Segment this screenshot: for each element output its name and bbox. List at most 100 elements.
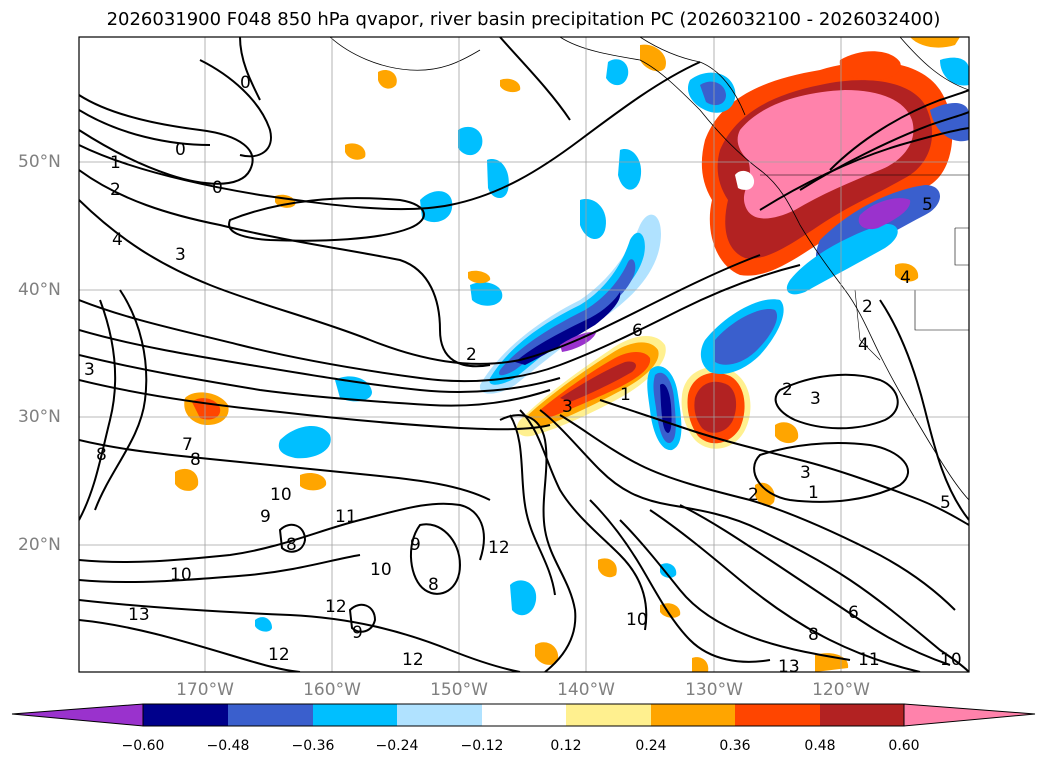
contour-line [348, 603, 377, 633]
contour-label: 1 [110, 153, 121, 173]
contour-label: 10 [370, 560, 392, 580]
shade-patch [580, 199, 606, 240]
contour-label: 12 [402, 650, 424, 670]
contour-label: 2 [782, 380, 793, 400]
colorbar-tick-label: −0.24 [375, 738, 419, 754]
shade-patch [640, 44, 666, 72]
contour-label: 3 [810, 389, 821, 409]
contour-label: 4 [858, 335, 869, 355]
contour-label: 10 [626, 610, 648, 630]
contour-line [239, 37, 261, 101]
map-frame [78, 36, 970, 673]
colorbar-segment [228, 704, 313, 726]
coastline [329, 37, 969, 501]
contour-label: 12 [268, 645, 290, 665]
colorbar-extend-min [11, 703, 144, 727]
contour-line [199, 59, 272, 158]
shade-patch [694, 381, 737, 433]
contour-line [509, 414, 556, 596]
contour-line [499, 414, 577, 672]
colorbar-segment [397, 704, 482, 726]
contour-line [79, 379, 551, 431]
contour-label: 12 [488, 538, 510, 558]
contour-line [278, 523, 307, 553]
contour-label: 10 [940, 650, 962, 670]
shade-patch [278, 425, 331, 459]
shade-patch [786, 224, 898, 295]
contour-label: 6 [848, 603, 859, 623]
shade-patch [735, 170, 755, 190]
contour-label: 11 [858, 650, 880, 670]
contour-line [519, 409, 648, 631]
shade-patch [858, 198, 911, 230]
contour-label: 8 [286, 535, 297, 555]
colorbar-tick-label: 0.36 [719, 738, 751, 754]
shade-patch [458, 126, 483, 156]
contour-line [228, 197, 425, 242]
shade-patch [839, 51, 901, 81]
contour-line [79, 619, 301, 672]
borders [760, 174, 969, 361]
colorbar-tick-label: 0.12 [550, 738, 582, 754]
shade-patch [930, 103, 969, 142]
contour-line [79, 354, 551, 407]
shade-patch [300, 473, 327, 491]
contour-label: 3 [175, 245, 186, 265]
colorbar-extend-max [903, 703, 1036, 727]
shade-patch [560, 332, 596, 352]
contour-line [79, 439, 491, 501]
contour-line [829, 89, 969, 171]
contour-label: 3 [84, 360, 95, 380]
colorbar-outline [142, 703, 905, 727]
shade-patch [755, 482, 775, 506]
shade-patch [618, 149, 642, 190]
colorbar-tick-label: 0.48 [804, 738, 836, 754]
contour-label: 8 [96, 445, 107, 465]
contour-label: 6 [632, 321, 643, 341]
contour-line [559, 414, 956, 611]
contour-label: 10 [270, 485, 292, 505]
contour-line [679, 504, 951, 666]
colorbar-tick-label: 0.60 [888, 738, 920, 754]
border-line [954, 227, 969, 266]
contour-label: 10 [170, 565, 192, 585]
contour-line [753, 442, 910, 503]
contour-line [94, 289, 148, 511]
contour-label: 9 [260, 507, 271, 527]
colorbar-segment [143, 704, 228, 726]
contour-line [619, 519, 851, 661]
shade-patch [510, 580, 537, 616]
shade-patch [660, 563, 677, 578]
lat-label: 30°N [18, 407, 61, 427]
contour-line [499, 37, 571, 121]
contour-label: 13 [778, 657, 800, 677]
contour-label: 0 [240, 73, 251, 93]
contour-label: 8 [190, 450, 201, 470]
contour-label: 8 [428, 575, 439, 595]
contour-label: 4 [112, 230, 123, 250]
colorbar-segment [482, 704, 566, 726]
lon-label: 160°W [303, 680, 361, 700]
colorbar-segment [820, 704, 904, 726]
contour-label: 9 [352, 623, 363, 643]
colorbar-segment [566, 704, 651, 726]
shade-patch [598, 558, 617, 578]
colorbar-segment [651, 704, 735, 726]
qvapor-contours [79, 37, 969, 672]
coastline [639, 37, 746, 116]
contour-label: 1 [620, 385, 631, 405]
contour-line [79, 554, 361, 584]
contour-line [79, 264, 801, 383]
colorbar [11, 703, 1036, 727]
contour-label: 4 [900, 268, 911, 288]
contour-line [79, 169, 491, 368]
contour-line [79, 299, 117, 521]
shade-patch [470, 282, 503, 306]
colorbar-tick-label: 0.24 [635, 738, 667, 754]
contour-label: 3 [800, 463, 811, 483]
colorbar-segment [313, 704, 397, 726]
contour-line [79, 329, 561, 393]
contour-label: 9 [410, 535, 421, 555]
contour-label: 12 [325, 597, 347, 617]
